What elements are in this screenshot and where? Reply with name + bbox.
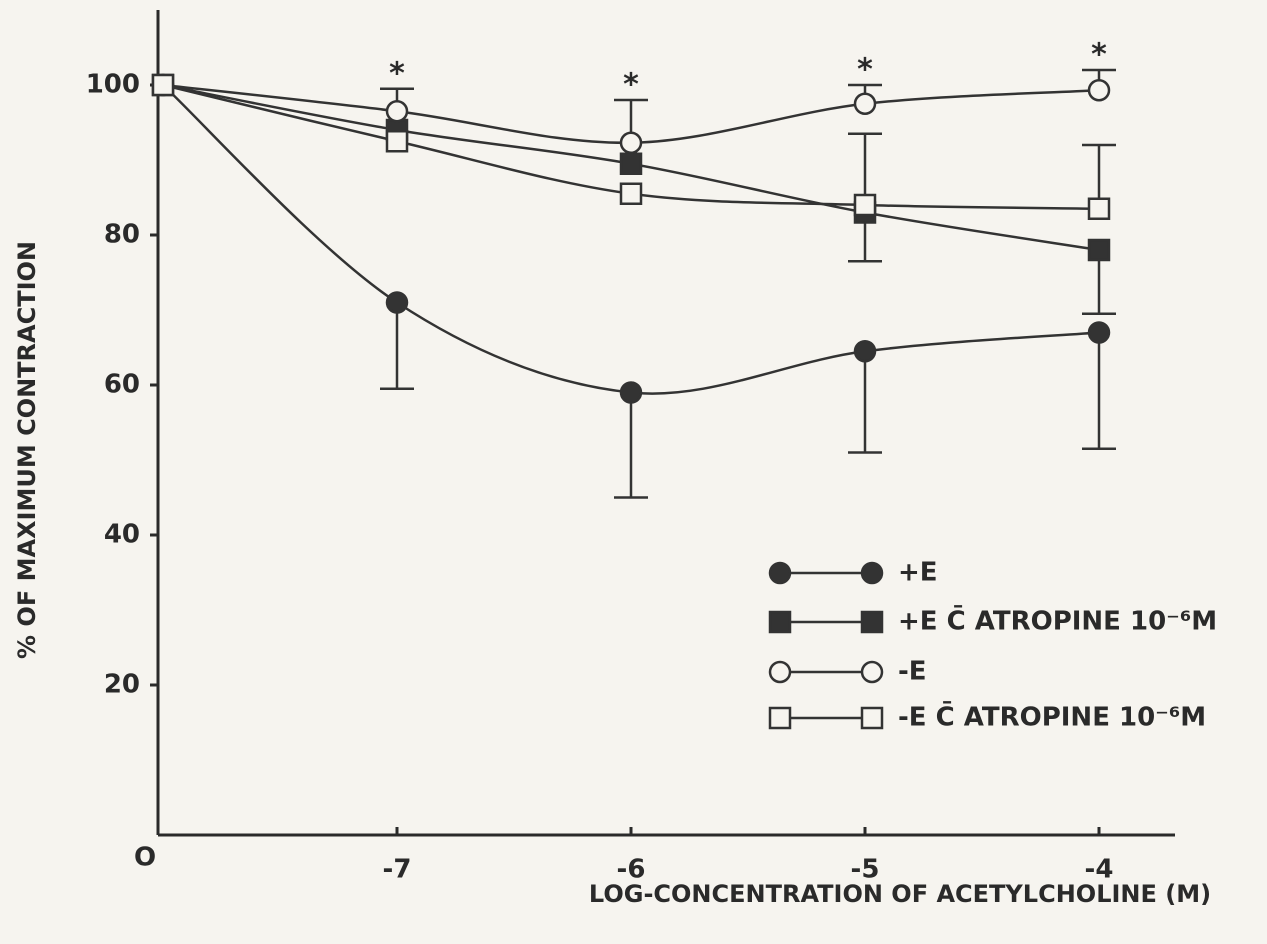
legend-label: +E [898, 558, 938, 588]
y-axis-title: % OF MAXIMUM CONTRACTION [13, 241, 41, 659]
x-tick-label: O [134, 843, 156, 873]
error-bar [614, 393, 648, 498]
significance-mark: * [389, 56, 405, 91]
legend-marker [770, 612, 790, 632]
data-point [621, 154, 641, 174]
data-point [855, 195, 875, 215]
legend-marker [770, 662, 790, 682]
legend-marker [770, 563, 790, 583]
y-tick-label: 100 [86, 70, 140, 100]
data-point [621, 184, 641, 204]
y-tick-label: 80 [104, 220, 140, 250]
data-point [855, 94, 875, 114]
y-tick-label: 40 [104, 520, 140, 550]
legend-marker [770, 708, 790, 728]
y-tick-label: 20 [104, 670, 140, 700]
x-axis-title: LOG-CONCENTRATION OF ACETYLCHOLINE (M) [589, 880, 1211, 908]
data-point [1089, 323, 1109, 343]
data-point [387, 101, 407, 121]
legend-label: -E [898, 657, 927, 687]
significance-mark: * [1091, 38, 1107, 73]
x-tick-label: -7 [383, 855, 412, 885]
significance-mark: * [623, 68, 639, 103]
significance-mark: * [857, 53, 873, 88]
legend-label: +E C̄ ATROPINE 10⁻⁶M [898, 604, 1217, 637]
data-point [621, 383, 641, 403]
data-point [387, 293, 407, 313]
data-point [621, 133, 641, 153]
error-bar [380, 303, 414, 389]
data-point [1089, 199, 1109, 219]
data-point [153, 75, 173, 95]
legend-marker [862, 662, 882, 682]
data-point [855, 341, 875, 361]
data-point [387, 131, 407, 151]
chart: LOG-CONCENTRATION OF ACETYLCHOLINE (M) %… [0, 0, 1267, 940]
error-bar [848, 351, 882, 452]
data-point [1089, 80, 1109, 100]
legend-marker [862, 708, 882, 728]
x-tick-label: -4 [1085, 855, 1114, 885]
legend-label: -E C̄ ATROPINE 10⁻⁶M [898, 700, 1206, 733]
y-tick-label: 60 [104, 370, 140, 400]
legend-marker [862, 612, 882, 632]
legend-marker [862, 563, 882, 583]
error-bar [1082, 333, 1116, 449]
data-point [1089, 240, 1109, 260]
x-tick-label: -6 [617, 855, 646, 885]
x-tick-label: -5 [851, 855, 880, 885]
